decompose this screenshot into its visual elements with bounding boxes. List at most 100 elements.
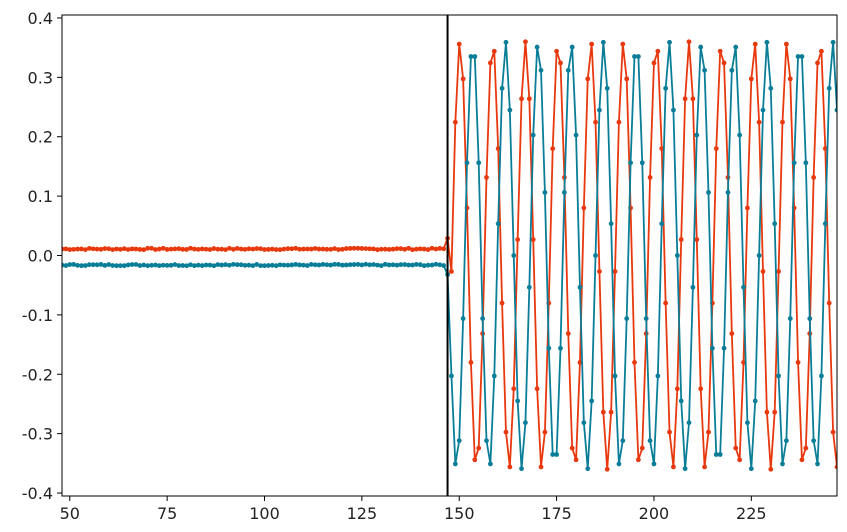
data-point [246,246,252,252]
data-point [526,96,532,102]
data-point [811,175,817,180]
data-point [351,262,357,267]
data-point [589,398,595,404]
data-point [573,132,579,138]
data-point [347,262,353,268]
data-point [737,132,743,138]
data-point [694,132,700,138]
data-point [604,466,610,472]
data-point [663,300,669,306]
data-point [702,464,707,470]
data-point [378,246,384,252]
data-point [667,429,672,435]
data-point [787,316,793,321]
data-point [145,263,151,269]
data-point [569,44,575,50]
data-point [803,445,809,451]
data-point [371,262,376,267]
data-point [803,160,809,166]
data-point [632,54,637,59]
data-point [554,48,559,54]
data-point [340,246,345,252]
data-point [768,85,774,91]
data-point [254,262,260,267]
data-point [297,262,302,268]
data-point [71,246,77,252]
data-point [674,253,680,258]
y-tick-label: -0.2 [22,365,53,384]
data-point [476,160,482,166]
data-point [456,41,462,47]
data-point [258,246,264,252]
data-point [328,262,334,268]
data-point [612,373,618,379]
data-point [297,246,302,252]
data-point [211,246,217,251]
data-point [780,461,785,467]
data-point [367,262,373,268]
data-point [655,373,661,379]
data-point [386,246,392,252]
x-tick-label: 200 [639,504,670,523]
data-point [511,386,517,392]
data-point [195,246,201,252]
data-point [460,316,466,321]
data-point [581,420,587,426]
data-point [811,438,817,444]
data-point [690,284,696,290]
data-point [756,253,762,258]
data-point [764,409,770,415]
data-point [822,221,828,227]
data-point [441,246,447,252]
data-point [351,245,357,251]
data-point [390,262,396,268]
y-tick-label: -0.4 [22,484,53,503]
data-point [429,245,435,251]
data-point [612,269,618,274]
data-point [406,245,412,251]
data-point [215,246,221,252]
data-point [250,246,256,252]
data-point [503,39,509,45]
data-point [721,60,727,66]
data-point [285,262,291,268]
data-point [624,76,630,82]
data-point [242,246,248,252]
data-point [207,247,213,252]
data-point [534,44,540,50]
data-point [230,246,236,252]
y-tick-label: 0.2 [28,128,53,147]
data-point [585,76,591,82]
data-point [826,85,832,91]
data-point [452,119,458,125]
data-point [238,246,244,252]
data-point [437,246,443,251]
data-point [487,60,493,66]
data-point [414,246,419,252]
data-point [102,263,108,268]
data-point [320,262,326,267]
data-point [686,39,692,45]
data-point [593,119,598,125]
data-point [437,262,443,268]
data-point [698,44,704,50]
data-point [219,246,225,252]
data-point [332,261,338,267]
data-point [301,246,306,252]
data-point [168,246,174,252]
data-point [386,262,392,268]
data-point [585,466,591,472]
data-point [94,262,100,268]
data-point [355,261,361,267]
data-point [752,398,758,404]
y-tick-label: 0.1 [28,187,53,206]
data-point [682,96,688,102]
data-point [433,246,439,252]
data-point [651,461,657,467]
data-point [118,246,123,252]
data-point [507,464,513,470]
data-point [616,461,622,467]
data-point [561,190,567,195]
data-point [125,247,131,252]
